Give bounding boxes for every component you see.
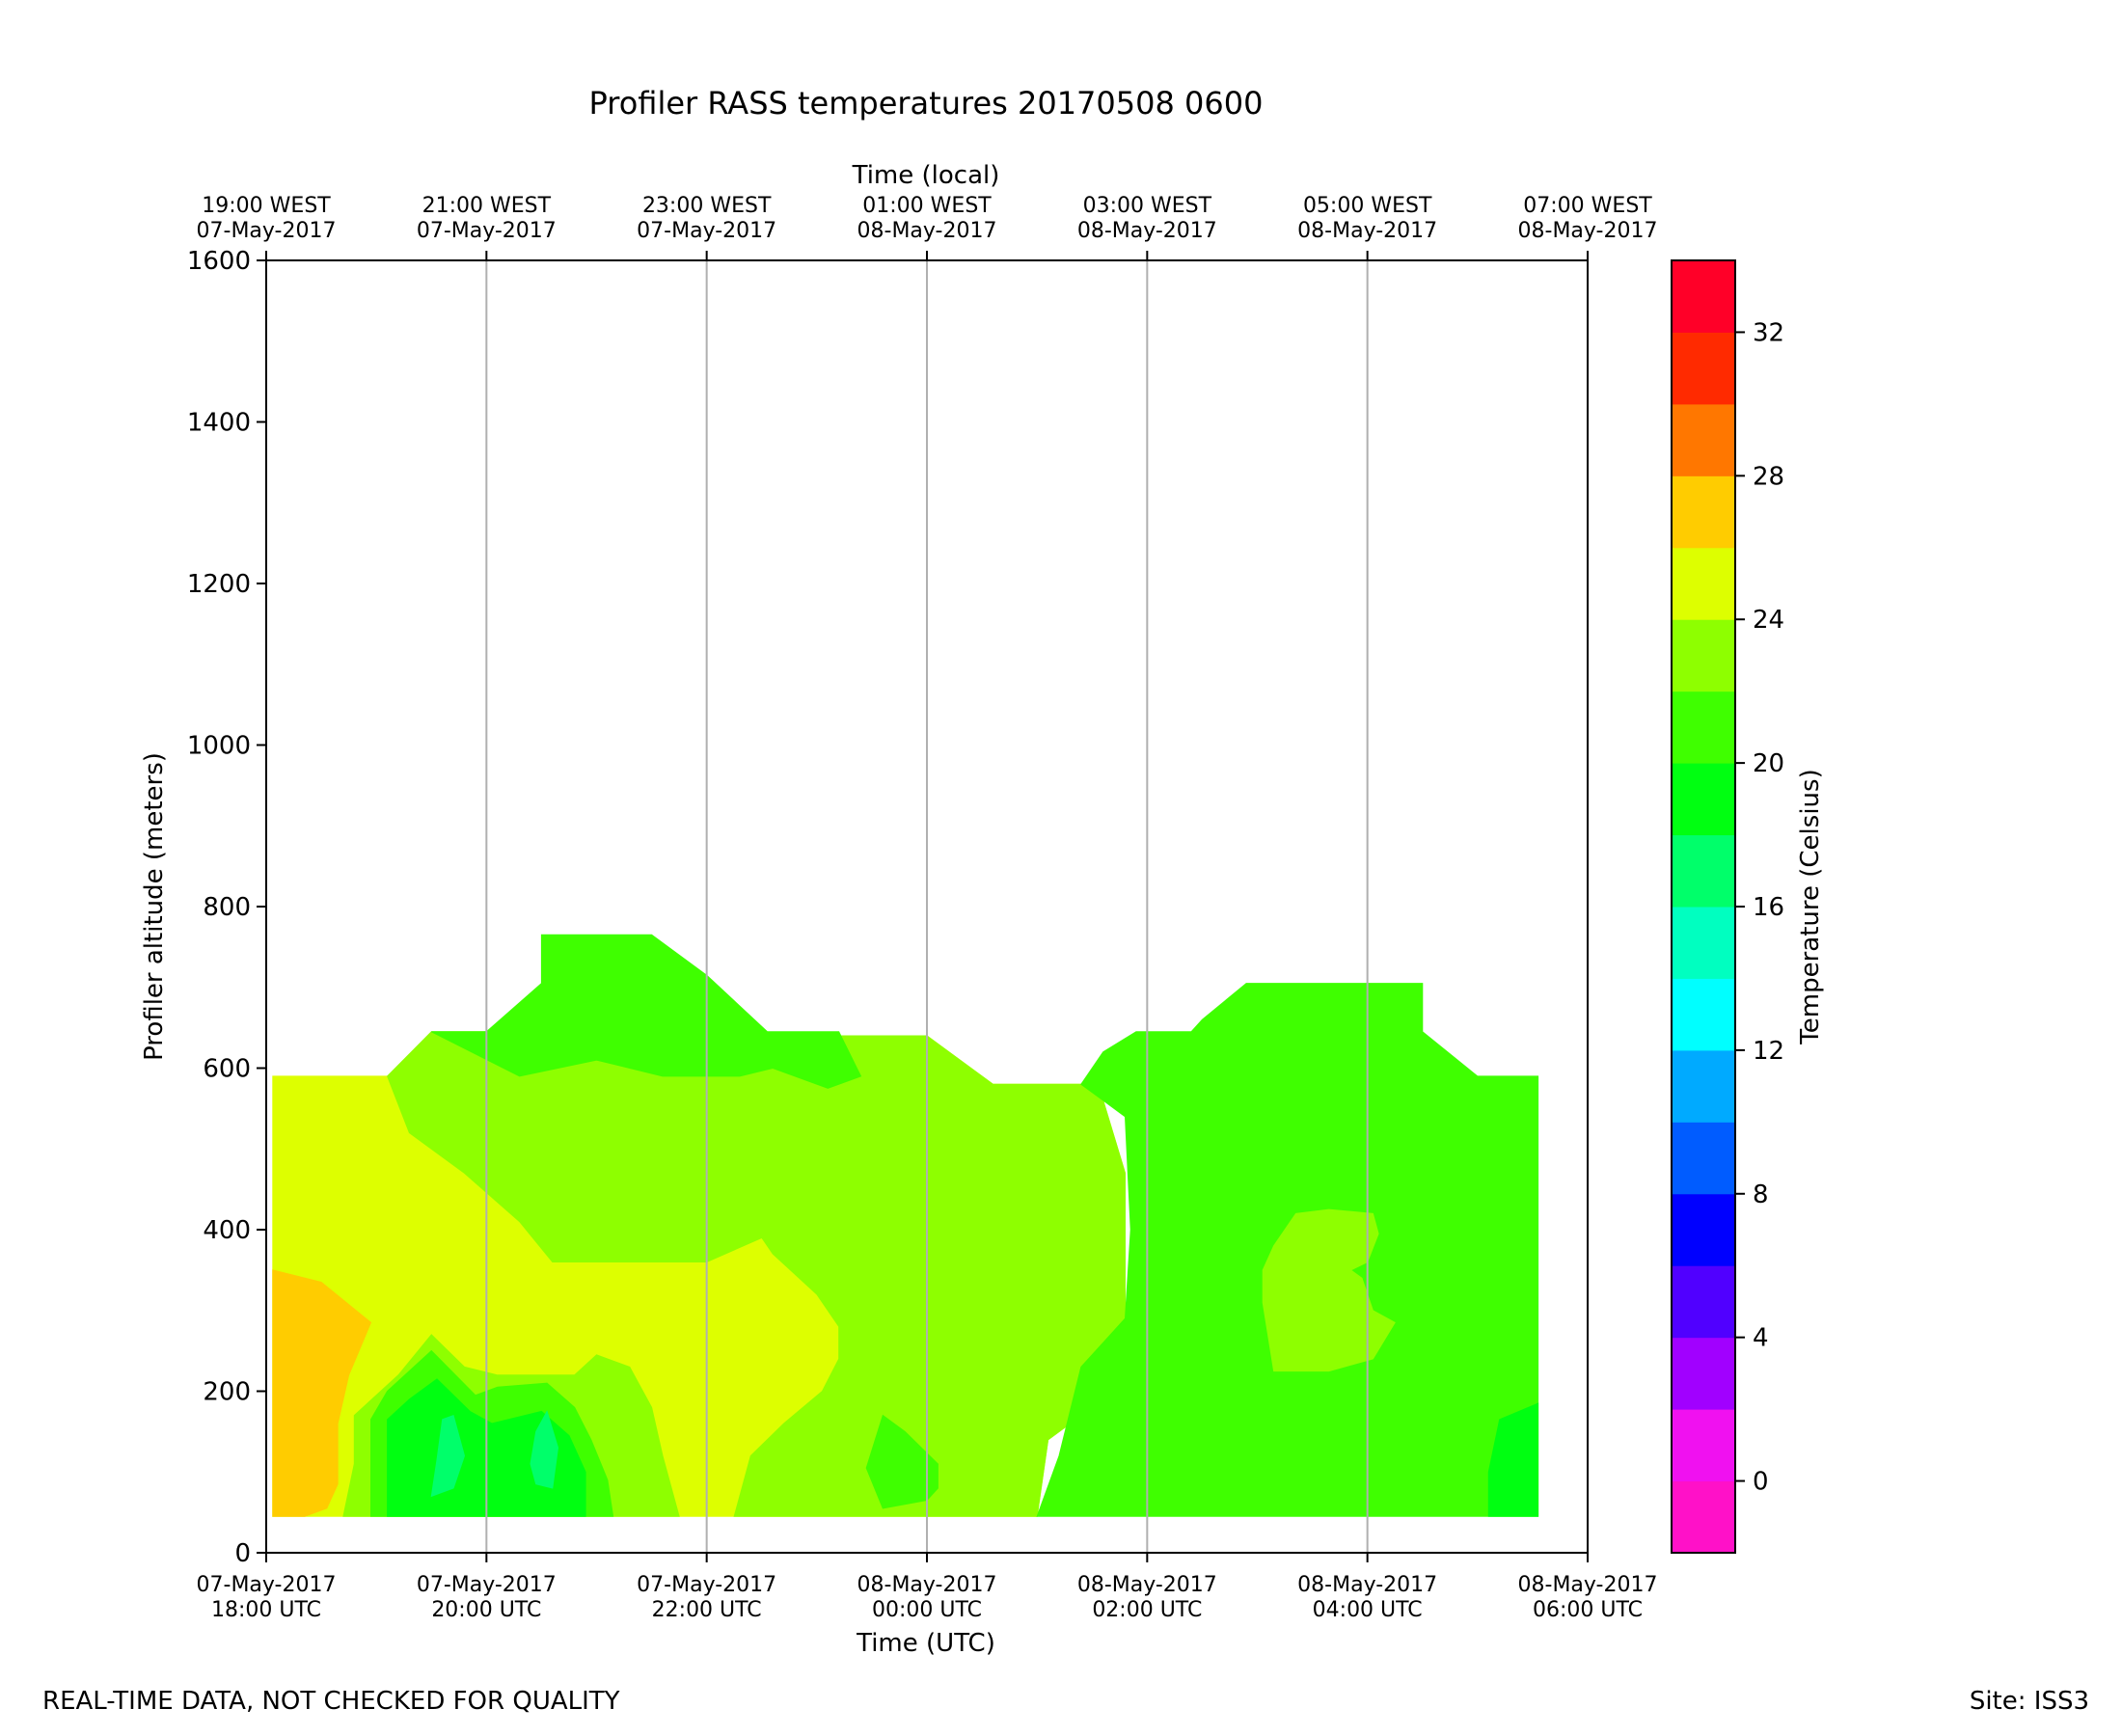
x-tick-label-date: 07-May-2017 — [197, 1573, 337, 1597]
colorbar-tick-label: 20 — [1753, 749, 1784, 778]
x-tick-label-local-time: 07:00 WEST — [1523, 194, 1652, 218]
colorbar-tick-label: 12 — [1753, 1037, 1784, 1066]
colorbar-swatch — [1672, 1409, 1735, 1482]
contour-region-18c — [1487, 1402, 1539, 1517]
contour-region-22c — [387, 1031, 1126, 1517]
colorbar-tick-label: 8 — [1753, 1180, 1769, 1209]
x-tick-label-local-time: 21:00 WEST — [422, 194, 552, 218]
colorbar-swatch — [1672, 1265, 1735, 1339]
x-tick-label-date: 07-May-2017 — [637, 1573, 776, 1597]
y-tick-label: 600 — [203, 1055, 251, 1084]
colorbar-tick-label: 28 — [1753, 462, 1784, 491]
x-tick-label-time: 22:00 UTC — [652, 1598, 762, 1622]
y-tick-label: 1600 — [187, 247, 251, 276]
colorbar-tick-label: 0 — [1753, 1468, 1769, 1497]
x-tick-label-time: 06:00 UTC — [1533, 1598, 1643, 1622]
y-tick-label: 1200 — [187, 570, 251, 599]
x-tick-label-local-date: 08-May-2017 — [1297, 219, 1437, 243]
colorbar-swatch — [1672, 1337, 1735, 1410]
colorbar-swatch — [1672, 834, 1735, 908]
footer-disclaimer: REAL-TIME DATA, NOT CHECKED FOR QUALITY — [42, 1687, 620, 1716]
x-tick-label-local-date: 07-May-2017 — [637, 219, 776, 243]
colorbar-tick-label: 4 — [1753, 1324, 1769, 1353]
x-tick-label-local-date: 07-May-2017 — [197, 219, 337, 243]
colorbar-tick-label: 32 — [1753, 318, 1784, 347]
y-tick-label: 1000 — [187, 732, 251, 761]
x-tick-label-local-time: 01:00 WEST — [862, 194, 992, 218]
contour-region-20c — [865, 1414, 939, 1509]
x-tick-label-local-date: 08-May-2017 — [1518, 219, 1658, 243]
footer-site: Site: ISS3 — [1970, 1687, 2089, 1716]
x-tick-label-time: 18:00 UTC — [211, 1598, 321, 1622]
y-tick-label: 800 — [203, 893, 251, 922]
x-tick-label-date: 08-May-2017 — [1518, 1573, 1658, 1597]
colorbar-swatch — [1672, 1049, 1735, 1123]
colorbar-ticks: 0 4 8 12 16 20 24 28 32 — [1735, 318, 1784, 1497]
contour-region-26c — [272, 1269, 372, 1517]
y-tick-label: 0 — [234, 1539, 251, 1568]
colorbar-swatch — [1672, 1480, 1735, 1554]
y-tick-label: 200 — [203, 1378, 251, 1407]
x-tick-label-time: 00:00 UTC — [872, 1598, 982, 1622]
x-tick-label-local-time: 05:00 WEST — [1303, 194, 1432, 218]
colorbar-swatch — [1672, 403, 1735, 476]
contour-region-20c — [431, 934, 862, 1089]
colorbar-swatch — [1672, 619, 1735, 692]
y-axis-label: Profiler altitude (meters) — [140, 752, 169, 1061]
x-tick-label-local-time: 19:00 WEST — [202, 194, 331, 218]
contour-region-22c — [1262, 1208, 1396, 1372]
colorbar-label: Temperature (Celsius) — [1796, 769, 1825, 1044]
colorbar-swatch — [1672, 260, 1735, 333]
y-tick-label: 1400 — [187, 409, 251, 438]
x-tick-label-local-time: 03:00 WEST — [1083, 194, 1212, 218]
x-tick-label-time: 02:00 UTC — [1092, 1598, 1202, 1622]
y-tick-label: 400 — [203, 1216, 251, 1245]
colorbar-swatch — [1672, 547, 1735, 620]
colorbar-swatch — [1672, 1122, 1735, 1195]
colorbar-tick-label: 24 — [1753, 606, 1784, 635]
colorbar-swatch — [1672, 1193, 1735, 1266]
colorbar-swatch — [1672, 475, 1735, 549]
chart-title: Profiler RASS temperatures 20170508 0600 — [589, 85, 1264, 122]
x-tick-label-date: 08-May-2017 — [857, 1573, 997, 1597]
x-tick-label-date: 08-May-2017 — [1297, 1573, 1437, 1597]
colorbar-swatch — [1672, 763, 1735, 836]
x-tick-label-date: 07-May-2017 — [417, 1573, 557, 1597]
bottom-axis-label: Time (UTC) — [856, 1629, 995, 1658]
x-tick-label-local-date: 08-May-2017 — [857, 219, 997, 243]
x-tick-label-local-time: 23:00 WEST — [642, 194, 772, 218]
x-tick-label-date: 08-May-2017 — [1077, 1573, 1217, 1597]
x-tick-label-time: 20:00 UTC — [431, 1598, 541, 1622]
x-tick-label-local-date: 08-May-2017 — [1077, 219, 1217, 243]
colorbar-tick-label: 16 — [1753, 893, 1784, 922]
vertical-grid — [485, 260, 1369, 1553]
y-ticks: 0 200 400 600 800 1000 1200 1400 1600 — [187, 247, 266, 1568]
top-axis-label: Time (local) — [852, 161, 1000, 190]
colorbar-swatch — [1672, 332, 1735, 405]
contour-regions — [272, 934, 1539, 1517]
contour-region-16c — [430, 1414, 466, 1498]
colorbar-swatch — [1672, 978, 1735, 1051]
colorbar — [1672, 260, 1735, 1554]
colorbar-swatch — [1672, 691, 1735, 764]
contour-region-16c — [530, 1410, 559, 1489]
x-tick-label-time: 04:00 UTC — [1313, 1598, 1423, 1622]
x-tick-label-local-date: 07-May-2017 — [417, 219, 557, 243]
colorbar-swatch — [1672, 907, 1735, 979]
